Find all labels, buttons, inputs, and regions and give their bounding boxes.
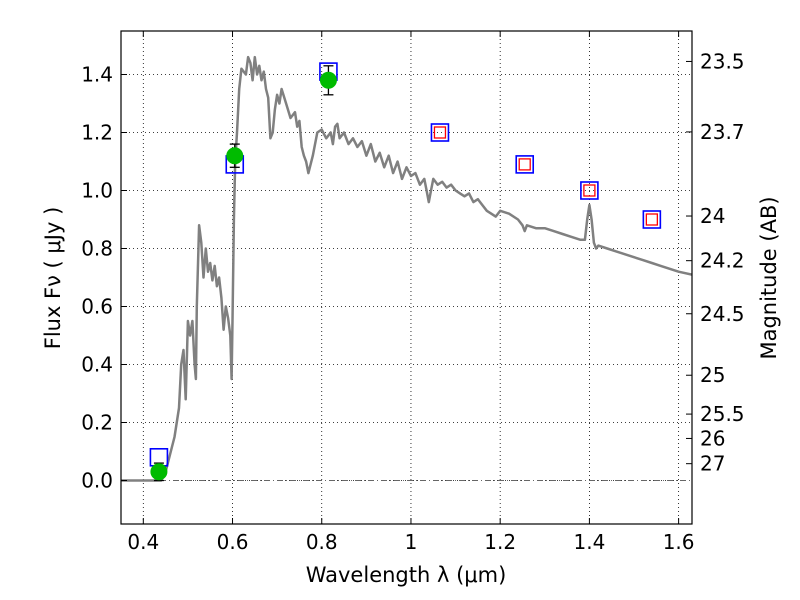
model-small-square-marker: [518, 158, 531, 171]
x-tick-label: 1.2: [484, 530, 516, 554]
y2-tick-label: 24.5: [700, 302, 745, 326]
x-tick-label: 0.8: [306, 530, 338, 554]
y-tick-label: 0.4: [81, 353, 113, 377]
plot-frame: [120, 30, 693, 525]
x-tick-label: 1: [405, 530, 418, 554]
x-tick-label: 1.4: [573, 530, 605, 554]
model-square-marker: [642, 210, 662, 229]
model-square-marker: [580, 181, 599, 200]
y-tick-label: 1.4: [81, 63, 113, 87]
y2-tick-label: 26: [700, 426, 725, 450]
x-tick-label: 0.6: [217, 530, 249, 554]
y2-tick-label: 24: [700, 204, 725, 228]
y2-tick-label: 27: [700, 452, 725, 476]
y2-tick-label: 23.5: [700, 49, 745, 73]
y2-axis-label: Magnitude (AB): [757, 196, 781, 359]
y2-tick-label: 25: [700, 363, 725, 387]
y-tick-label: 0.8: [81, 237, 113, 261]
model-small-square-marker: [645, 213, 659, 226]
model-spectrum-line: [121, 55, 692, 482]
y-tick-label: 1.2: [81, 121, 113, 145]
y2-tick-label: 23.7: [700, 120, 745, 144]
observed-flux-point: [226, 147, 244, 165]
model-small-square-marker: [433, 126, 447, 139]
model-square-marker: [515, 155, 535, 174]
grid: [121, 31, 692, 524]
y-tick-label: 0.0: [81, 469, 113, 493]
y-tick-label: 0.2: [81, 411, 113, 435]
y2-tick-label: 25.5: [700, 402, 745, 426]
y2-tick-label: 24.2: [700, 249, 745, 273]
y-tick-label: 0.6: [81, 295, 113, 319]
axis-ticks: 0.4 0.6 0.8 1 1.2 1.4 1.6 0.0 0.2 0.4 0.6 0.8 1.0 1.2…: [81, 31, 745, 554]
model-small-square-marker: [583, 184, 596, 197]
plot-area: [121, 55, 692, 482]
x-tick-label: 0.4: [127, 530, 159, 554]
y-tick-label: 1.0: [81, 179, 113, 203]
x-axis-label: Wavelength λ (μm): [306, 563, 507, 587]
model-square-marker: [430, 123, 450, 142]
y-axis-label: Flux Fν ( μJy ): [41, 207, 65, 350]
observed-flux-point: [150, 463, 168, 481]
observed-flux-point: [319, 71, 337, 89]
x-tick-label: 1.6: [663, 530, 695, 554]
